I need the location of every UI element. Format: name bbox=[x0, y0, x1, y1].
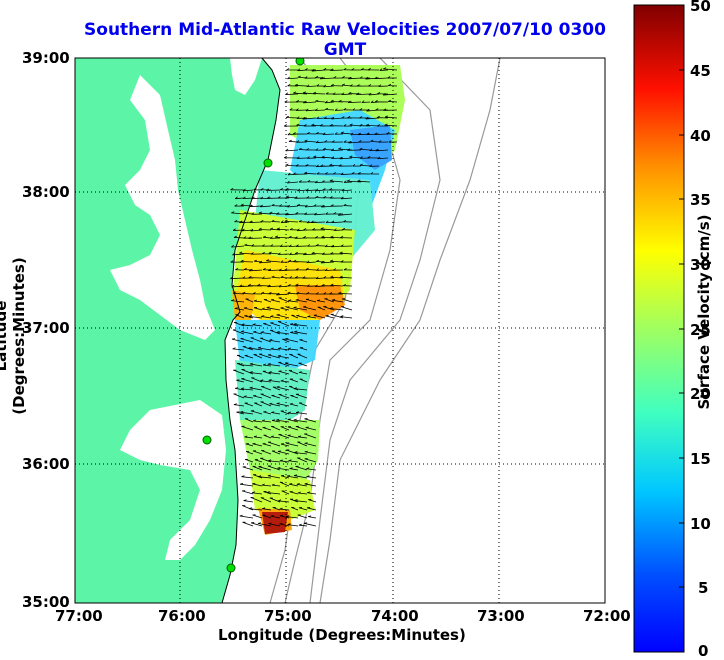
velocity-arrow bbox=[299, 149, 307, 150]
y-tick-label: 36:00 bbox=[22, 455, 70, 473]
velocity-arrow bbox=[281, 277, 289, 278]
x-tick-label: 72:00 bbox=[583, 607, 631, 625]
velocity-arrow bbox=[330, 70, 343, 71]
velocity-arrow bbox=[306, 269, 316, 270]
y-tick-label: 39:00 bbox=[22, 49, 70, 67]
velocity-arrow-head bbox=[280, 523, 283, 524]
colorbar-tick-label: 40 bbox=[690, 127, 711, 145]
velocity-arrow-head bbox=[281, 308, 284, 309]
velocity-arrow bbox=[342, 94, 352, 95]
velocity-arrow bbox=[285, 94, 298, 95]
velocity-arrow-head bbox=[253, 331, 256, 332]
velocity-arrow bbox=[341, 174, 352, 175]
velocity-arrow bbox=[311, 222, 325, 223]
velocity-arrow bbox=[313, 93, 325, 94]
velocity-arrow-head bbox=[269, 403, 272, 404]
x-tick-label: 74:00 bbox=[371, 607, 419, 625]
velocity-arrow-head bbox=[304, 523, 307, 524]
colorbar-tick-label: 45 bbox=[690, 62, 711, 80]
x-tick-label: 76:00 bbox=[158, 607, 206, 625]
colorbar-tick-label: 10 bbox=[690, 515, 711, 533]
x-tick-label: 75:00 bbox=[264, 607, 312, 625]
y-tick-label: 38:00 bbox=[22, 183, 70, 201]
velocity-arrow-head bbox=[252, 483, 255, 484]
velocity-arrow-head bbox=[236, 380, 239, 381]
y-tick-label: 37:00 bbox=[22, 319, 70, 337]
velocity-arrow bbox=[278, 254, 289, 255]
y-tick-label: 35:00 bbox=[22, 593, 70, 611]
colorbar-label: Surface Velocity (cm/s) bbox=[695, 202, 713, 422]
colorbar-tick-label: 0 bbox=[698, 642, 708, 660]
velocity-arrow-head bbox=[296, 315, 299, 316]
colorbar-tick-label: 50 bbox=[690, 0, 711, 15]
velocity-arrow bbox=[271, 221, 280, 222]
colorbar bbox=[634, 5, 684, 652]
velocity-arrow bbox=[241, 261, 253, 262]
velocity-arrow-head bbox=[290, 324, 293, 325]
velocity-arrow-head bbox=[278, 451, 281, 452]
radar-site-marker bbox=[264, 159, 272, 167]
colorbar-tick-label: 5 bbox=[698, 579, 708, 597]
y-axis-label: Latitude (Degrees:Minutes) bbox=[0, 226, 28, 446]
radar-site-marker bbox=[203, 436, 211, 444]
radar-site-marker bbox=[227, 564, 235, 572]
x-axis-label: Longitude (Degrees:Minutes) bbox=[218, 626, 466, 644]
velocity-arrow bbox=[266, 190, 280, 191]
x-tick-label: 73:00 bbox=[477, 607, 525, 625]
colorbar-tick-label: 15 bbox=[690, 450, 711, 468]
